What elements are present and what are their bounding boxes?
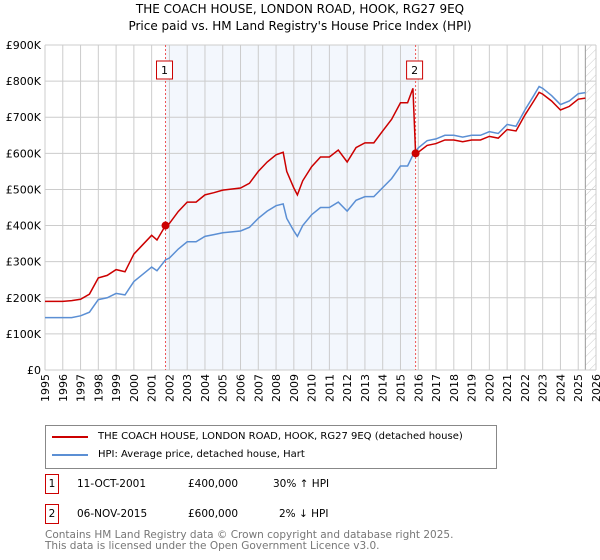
x-tick-label: 2005 <box>217 374 230 402</box>
forecast-hatch <box>585 45 596 370</box>
x-tick-label: 1998 <box>92 374 105 402</box>
legend-item-hpi: HPI: Average price, detached house, Hart <box>52 449 305 460</box>
transaction-date: 06-NOV-2015 <box>77 508 148 520</box>
x-tick-label: 2013 <box>359 374 372 402</box>
x-tick-label: 2016 <box>412 374 425 402</box>
x-tick-label: 2023 <box>537 374 550 402</box>
x-tick-label: 2026 <box>590 374 600 402</box>
legend-swatch-red <box>52 435 88 438</box>
x-tick-label: 2010 <box>306 374 319 402</box>
y-tick-label: £900K <box>6 39 42 52</box>
y-tick-label: £400K <box>6 220 42 233</box>
x-tick-label: 2006 <box>235 374 248 402</box>
transaction-price: £400,000 <box>188 478 239 490</box>
x-tick-label: 2000 <box>128 374 141 402</box>
x-tick-label: 2024 <box>554 374 567 402</box>
hpi-line <box>45 85 586 319</box>
y-tick-label: £700K <box>6 111 42 124</box>
transaction-hpi: 30% ↑ HPI <box>273 478 330 490</box>
y-tick-label: £300K <box>6 256 42 269</box>
x-tick-label: 2002 <box>163 374 176 402</box>
y-tick-label: £500K <box>6 183 42 196</box>
x-tick-label: 2012 <box>341 374 354 402</box>
sale-point <box>161 221 170 230</box>
x-tick-label: 1995 <box>39 374 52 402</box>
x-tick-label: 2009 <box>288 374 301 402</box>
transaction-date: 11-OCT-2001 <box>77 478 146 490</box>
x-tick-label: 2022 <box>519 374 532 402</box>
sale-label: 1 <box>161 64 168 77</box>
footer: Contains HM Land Registry data © Crown c… <box>45 530 453 552</box>
legend-label: THE COACH HOUSE, LONDON ROAD, HOOK, RG27… <box>98 431 463 442</box>
chart-subtitle: Price paid vs. HM Land Registry's House … <box>128 19 472 33</box>
x-tick-label: 2018 <box>448 374 461 402</box>
transaction-row: 2 06-NOV-2015 £600,000 2% ↓ HPI <box>45 504 328 524</box>
x-tick-label: 2004 <box>199 374 212 402</box>
transaction-badge: 1 <box>45 474 59 494</box>
chart-title: THE COACH HOUSE, LONDON ROAD, HOOK, RG27… <box>135 2 465 16</box>
footer-licence: This data is licensed under the Open Gov… <box>45 540 380 552</box>
sale-label-box <box>406 60 424 80</box>
x-tick-label: 2021 <box>501 374 514 402</box>
x-tick-label: 2011 <box>323 374 336 402</box>
x-tick-label: 2019 <box>466 374 479 402</box>
x-tick-label: 1997 <box>75 374 88 402</box>
x-tick-label: 2007 <box>252 374 265 402</box>
property-price-line <box>45 88 586 303</box>
x-tick-label: 1999 <box>110 374 123 402</box>
x-tick-label: 2017 <box>430 374 443 402</box>
transaction-row: 1 11-OCT-2001 £400,000 30% ↑ HPI <box>45 474 329 494</box>
x-tick-label: 2003 <box>181 374 194 402</box>
transaction-price: £600,000 <box>188 508 239 520</box>
price-chart: 1995 1996 1997 1998 1999 2000 2001 2002 2003 2004… <box>6 39 600 402</box>
x-tick-label: 2008 <box>270 374 283 402</box>
x-tick-label: 2014 <box>377 374 390 402</box>
legend-item-property: THE COACH HOUSE, LONDON ROAD, HOOK, RG27… <box>52 431 463 442</box>
legend-label: HPI: Average price, detached house, Hart <box>98 449 305 460</box>
ownership-shade <box>165 45 416 370</box>
x-tick-label: 1996 <box>57 374 70 402</box>
legend: THE COACH HOUSE, LONDON ROAD, HOOK, RG27… <box>45 425 497 469</box>
x-tick-label: 2015 <box>394 374 407 402</box>
transaction-hpi: 2% ↓ HPI <box>279 508 329 520</box>
sale-label-box <box>156 60 174 80</box>
y-tick-label: £0 <box>27 364 41 377</box>
x-tick-label: 2001 <box>146 374 159 402</box>
transaction-badge: 2 <box>45 504 59 524</box>
y-tick-label: £600K <box>6 147 42 160</box>
legend-swatch-blue <box>52 453 88 456</box>
x-tick-label: 2020 <box>483 374 496 402</box>
sale-point <box>411 149 420 158</box>
y-tick-label: £800K <box>6 75 42 88</box>
footer-copyright: Contains HM Land Registry data © Crown c… <box>45 529 454 541</box>
x-tick-label: 2025 <box>572 374 585 402</box>
sale-label: 2 <box>411 64 418 77</box>
y-tick-label: £100K <box>6 328 42 341</box>
y-tick-label: £200K <box>6 292 42 305</box>
